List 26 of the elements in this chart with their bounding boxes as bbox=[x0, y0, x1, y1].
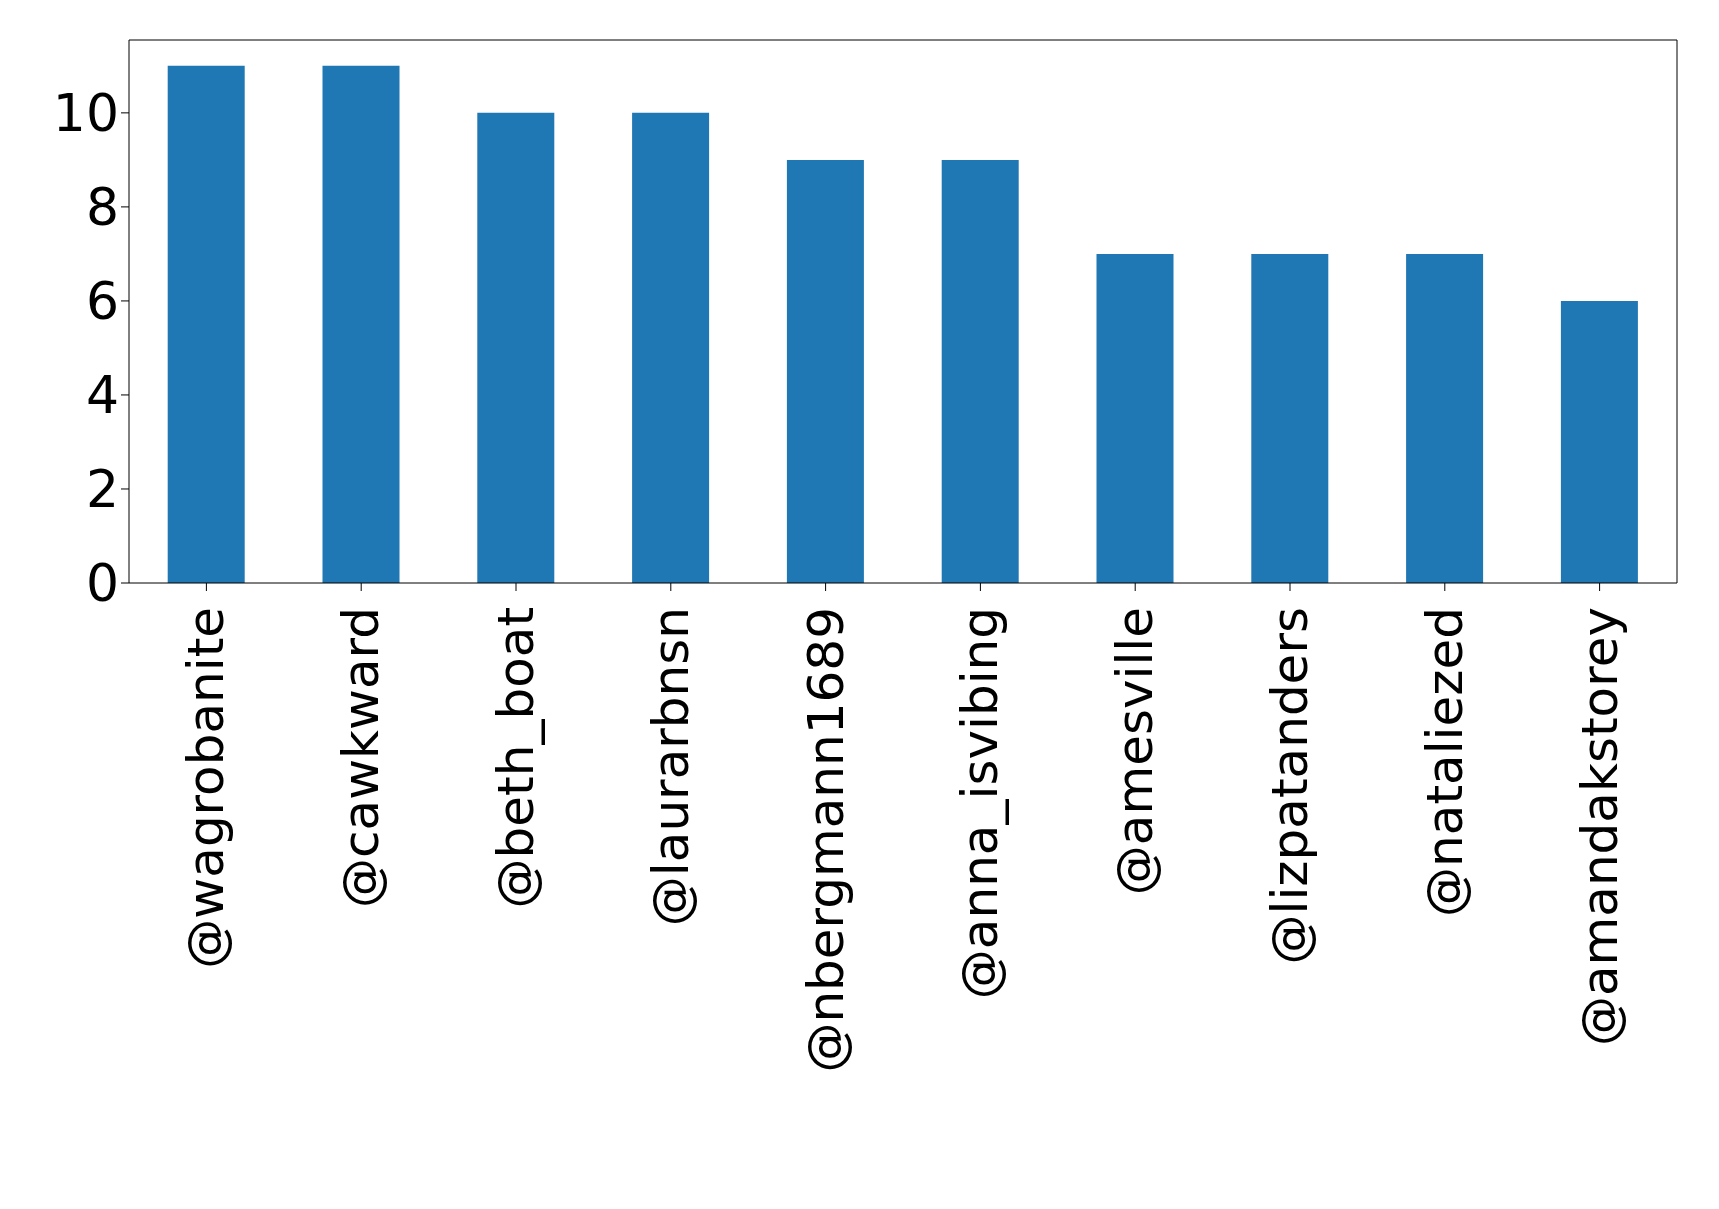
bar bbox=[322, 65, 400, 583]
y-tick-label: 4 bbox=[85, 365, 119, 426]
y-tick-label: 0 bbox=[85, 553, 119, 614]
x-tick-label: @nbergmann1689 bbox=[796, 607, 855, 1073]
y-tick-label: 6 bbox=[85, 271, 119, 332]
bar bbox=[167, 65, 245, 583]
x-tick-label: @cawkward bbox=[332, 607, 391, 908]
bar bbox=[1406, 253, 1484, 583]
y-tick-label: 10 bbox=[52, 83, 119, 144]
bar bbox=[1560, 300, 1638, 583]
x-tick-label: @amandakstorey bbox=[1570, 607, 1629, 1047]
bar bbox=[1251, 253, 1329, 583]
bar bbox=[632, 112, 710, 583]
y-tick-label: 2 bbox=[85, 459, 119, 520]
x-tick-label: @beth_boat bbox=[487, 607, 545, 909]
x-tick-label: @anna_isvibing bbox=[951, 607, 1010, 1000]
x-tick-label: @amesville bbox=[1106, 607, 1165, 896]
x-tick-label: @lizpatanders bbox=[1261, 607, 1319, 965]
bar bbox=[477, 112, 555, 583]
x-tick-label: @wagrobanite bbox=[177, 607, 236, 969]
bar bbox=[1096, 253, 1174, 583]
x-tick-label: @nataliezed bbox=[1415, 607, 1474, 917]
bar bbox=[941, 159, 1019, 583]
y-tick-label: 8 bbox=[85, 177, 119, 238]
x-tick-label: @laurarbnsn bbox=[641, 607, 700, 927]
bar bbox=[786, 159, 864, 583]
